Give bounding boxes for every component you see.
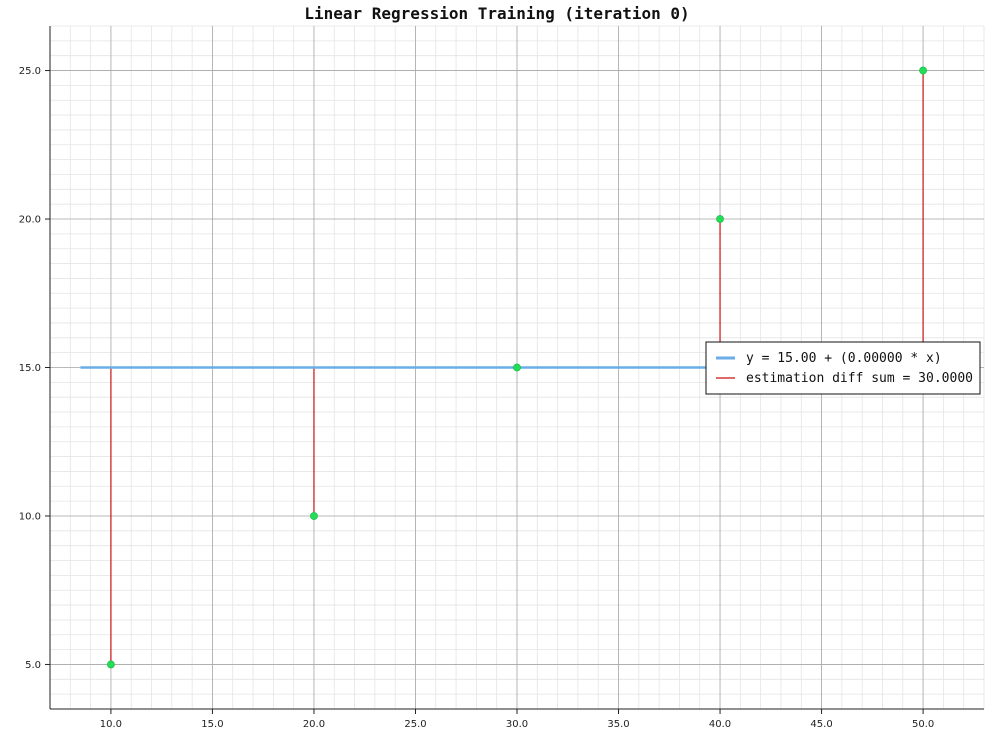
data-point — [107, 660, 115, 669]
x-tick-label: 45.0 — [810, 719, 832, 730]
x-tick-label: 40.0 — [709, 719, 731, 730]
x-tick-label: 30.0 — [506, 719, 528, 730]
legend-label-diff: estimation diff sum = 30.0000 — [746, 371, 973, 386]
x-tick-label: 25.0 — [404, 719, 426, 730]
data-point — [919, 66, 927, 75]
x-tick-label: 50.0 — [912, 719, 934, 730]
data-point — [716, 215, 724, 223]
x-tick-label: 35.0 — [607, 719, 629, 730]
y-tick-label: 5.0 — [25, 660, 41, 671]
data-point — [310, 512, 318, 520]
chart-title: Linear Regression Training (iteration 0) — [304, 4, 689, 23]
legend: y = 15.00 + (0.00000 * x) estimation dif… — [705, 341, 981, 395]
legend-label-fit-line: y = 15.00 + (0.00000 * x) — [746, 351, 942, 366]
y-tick-label: 10.0 — [19, 511, 41, 522]
y-axis-ticks: 5.0 10.0 15.0 20.0 25.0 — [19, 66, 50, 671]
x-tick-label: 15.0 — [201, 719, 223, 730]
y-tick-label: 15.0 — [19, 363, 41, 374]
y-tick-label: 20.0 — [19, 215, 41, 226]
data-points — [107, 66, 927, 669]
x-tick-label: 10.0 — [100, 719, 122, 730]
x-tick-label: 20.0 — [303, 719, 325, 730]
y-tick-label: 25.0 — [19, 66, 41, 77]
legend-box — [705, 341, 981, 395]
data-point — [513, 363, 521, 372]
x-axis-ticks: 10.0 15.0 20.0 25.0 30.0 35.0 40.0 45.0 50.0 — [100, 709, 934, 730]
